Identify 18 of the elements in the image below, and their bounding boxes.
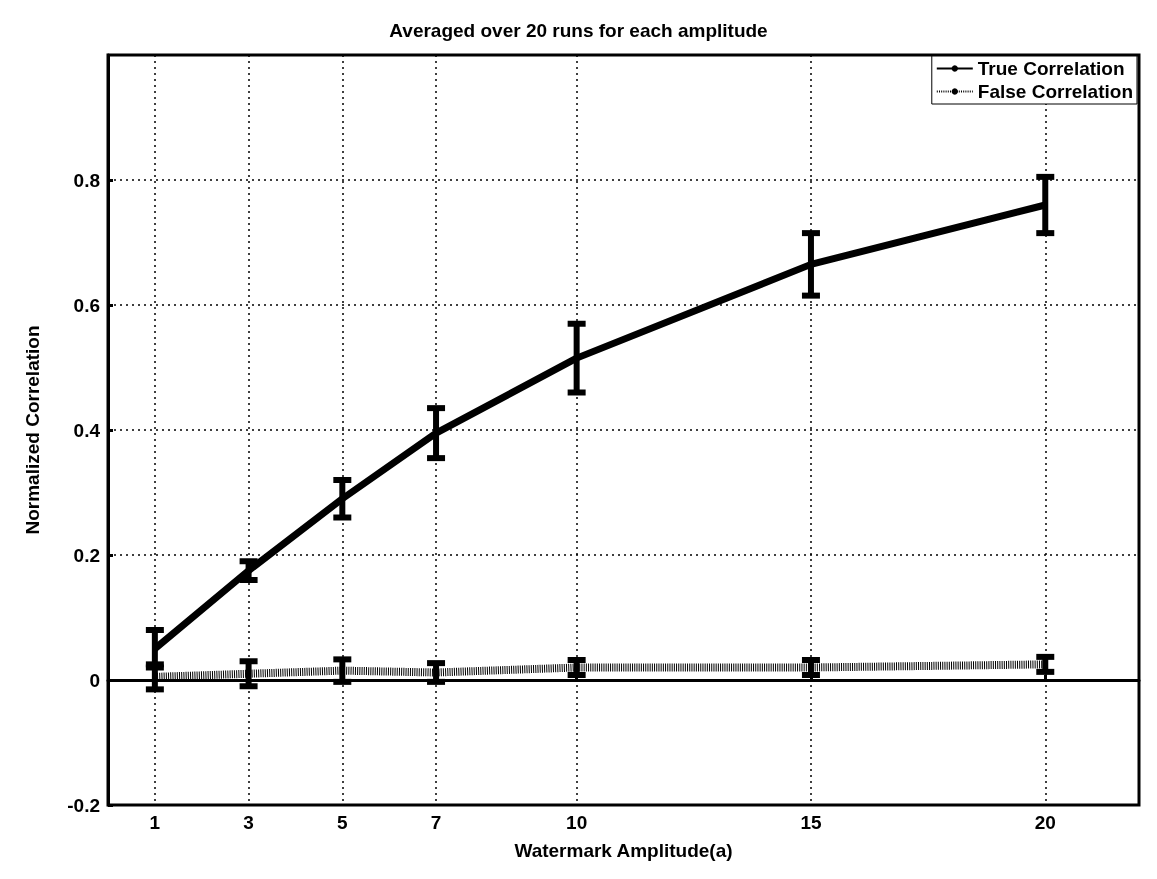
- y-tick-label: 0.8: [73, 169, 100, 191]
- x-tick-label: 7: [430, 812, 442, 833]
- y-axis-title: Normalized Correlation: [22, 325, 43, 535]
- x-tick-label: 20: [1034, 812, 1056, 833]
- y-tick-label: 0.2: [73, 544, 100, 566]
- y-tick-label: 0.6: [73, 294, 100, 316]
- x-tick-label: 10: [566, 812, 588, 833]
- y-tick-label: -0.2: [67, 794, 100, 816]
- legend-label: False Correlation: [977, 81, 1134, 102]
- legend-label: True Correlation: [977, 58, 1125, 79]
- x-tick-label: 1: [149, 812, 161, 833]
- x-axis-title: Watermark Amplitude(a): [514, 840, 733, 861]
- chart-title: Averaged over 20 runs for each amplitude: [389, 20, 768, 41]
- x-tick-label: 3: [243, 812, 254, 833]
- x-tick-label: 15: [800, 812, 822, 833]
- y-tick-label: 0: [89, 669, 100, 691]
- x-tick-label: 5: [337, 812, 349, 833]
- y-tick-label: 0.4: [73, 419, 101, 441]
